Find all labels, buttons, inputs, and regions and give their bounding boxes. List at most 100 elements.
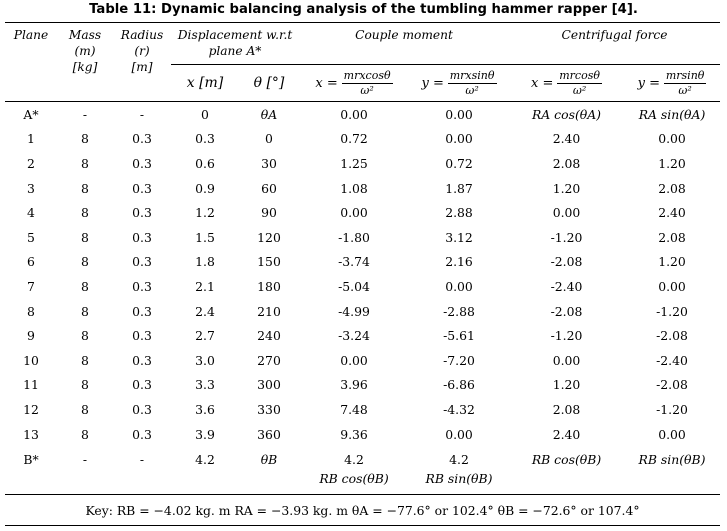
cell-plane: 7 bbox=[27, 278, 35, 294]
cell-couple-x: 4.2 RB cos(θB) bbox=[319, 452, 389, 487]
balancing-table: Plane Mass (m) [kg] Radius (r) [m] Displacem… bbox=[5, 22, 721, 527]
cell-couple-y: -7.20 bbox=[443, 352, 475, 368]
cell-force-y: RB sin(θB) bbox=[638, 452, 706, 468]
cell-couple-y: -2.88 bbox=[443, 303, 475, 319]
table-title: Table 11: Dynamic balancing analysis of … bbox=[89, 2, 638, 17]
cell-plane: 9 bbox=[27, 328, 35, 344]
table-row-b: B* - - 4.2 θB 4.2 RB cos(θB) 4.2 RB sin(θB… bbox=[5, 446, 720, 495]
cell-mass: 8 bbox=[81, 426, 89, 442]
cell-force-x: -1.20 bbox=[550, 328, 583, 344]
cell-radius: 0.3 bbox=[132, 328, 152, 344]
cell-theta: 180 bbox=[257, 278, 281, 294]
cell-force-x: 2.08 bbox=[552, 155, 581, 171]
table-row: 10 8 0.3 3.0 270 0.00 -7.20 0.00 -2.40 bbox=[5, 348, 720, 373]
cell-radius: 0.3 bbox=[132, 131, 152, 147]
cell-mass: 8 bbox=[81, 303, 89, 319]
cell-theta: 210 bbox=[257, 303, 281, 319]
cell-force-x: 2.08 bbox=[552, 401, 581, 417]
cell-mass: 8 bbox=[81, 328, 89, 344]
cell-radius: 0.3 bbox=[132, 180, 152, 196]
cell-plane: 13 bbox=[23, 426, 39, 442]
cell-plane: 10 bbox=[23, 352, 39, 368]
cell-force-x: -2.08 bbox=[550, 254, 583, 270]
cell-force-y: 1.20 bbox=[658, 254, 686, 270]
cell-force-x: RB cos(θB) bbox=[531, 452, 602, 468]
table-row: 11 8 0.3 3.3 300 3.96 -6.86 1.20 -2.08 bbox=[5, 373, 720, 398]
cell-mass: 8 bbox=[81, 254, 89, 270]
table-row: 8 8 0.3 2.4 210 -4.99 -2.88 -2.08 -1.20 bbox=[5, 299, 720, 324]
cell-mass: - bbox=[82, 452, 88, 468]
header-centrifugal-force: Centrifugal force bbox=[509, 22, 721, 65]
cell-mass: 8 bbox=[81, 155, 89, 171]
header-plane: Plane bbox=[5, 22, 57, 102]
cell-force-y: 1.20 bbox=[658, 155, 686, 171]
cell-x: 2.7 bbox=[195, 328, 215, 344]
cell-x: 0.6 bbox=[195, 155, 215, 171]
cell-x: 1.2 bbox=[195, 205, 215, 221]
cell-couple-y: -6.86 bbox=[443, 377, 475, 393]
cell-x: 3.6 bbox=[195, 401, 215, 417]
cell-couple-x: -3.24 bbox=[338, 328, 370, 344]
cell-x: 1.5 bbox=[195, 229, 215, 245]
cell-mass: 8 bbox=[81, 205, 89, 221]
cell-radius: 0.3 bbox=[132, 205, 152, 221]
cell-theta: 330 bbox=[257, 401, 281, 417]
header-force-x-formula: x = mrcosθ ω² bbox=[509, 64, 624, 102]
cell-force-y: 0.00 bbox=[658, 131, 686, 147]
cell-x: 2.1 bbox=[195, 278, 215, 294]
cell-couple-y: 3.12 bbox=[445, 229, 473, 245]
cell-radius: 0.3 bbox=[132, 377, 152, 393]
table-row: 3 8 0.3 0.9 60 1.08 1.87 1.20 2.08 bbox=[5, 176, 720, 201]
cell-couple-y: 2.88 bbox=[445, 205, 473, 221]
table-row: 1 8 0.3 0.3 0 0.72 0.00 2.40 0.00 bbox=[5, 127, 720, 152]
cell-force-x: 1.20 bbox=[552, 377, 581, 393]
cell-couple-y: -5.61 bbox=[443, 328, 475, 344]
cell-force-y: 2.40 bbox=[658, 205, 686, 221]
key-row: Key: RB = −4.02 kg. m RA = −3.93 kg. m θ… bbox=[5, 494, 721, 527]
header-couple-moment: Couple moment bbox=[299, 22, 509, 65]
cell-couple-x: 1.08 bbox=[340, 180, 368, 196]
cell-x: 2.4 bbox=[195, 303, 215, 319]
cell-radius: - bbox=[113, 100, 171, 127]
cell-mass: - bbox=[57, 100, 113, 127]
cell-theta: θB bbox=[260, 452, 278, 468]
cell-couple-y: 0.00 bbox=[445, 426, 473, 442]
cell-couple-x: -1.80 bbox=[338, 229, 370, 245]
cell-couple-x: 0.00 bbox=[340, 205, 368, 221]
cell-radius: 0.3 bbox=[132, 401, 152, 417]
cell-radius: - bbox=[139, 452, 145, 468]
cell-mass: 8 bbox=[81, 180, 89, 196]
table-row: 7 8 0.3 2.1 180 -5.04 0.00 -2.40 0.00 bbox=[5, 274, 720, 299]
cell-force-y: -2.40 bbox=[656, 352, 688, 368]
cell-x: 4.2 bbox=[195, 452, 215, 468]
cell-couple-x: 1.25 bbox=[340, 155, 368, 171]
cell-plane: 3 bbox=[27, 180, 35, 196]
cell-force-y: 2.08 bbox=[658, 229, 686, 245]
cell-force-x: -1.20 bbox=[550, 229, 583, 245]
cell-x: 0.9 bbox=[195, 180, 215, 196]
cell-force-x: 1.20 bbox=[552, 180, 581, 196]
cell-plane: 8 bbox=[27, 303, 35, 319]
cell-theta: 240 bbox=[257, 328, 281, 344]
cell-force-y: -2.08 bbox=[656, 328, 688, 344]
cell-mass: 8 bbox=[81, 131, 89, 147]
table-row: 5 8 0.3 1.5 120 -1.80 3.12 -1.20 2.08 bbox=[5, 225, 720, 250]
cell-force-x: -2.40 bbox=[550, 278, 583, 294]
cell-x: 0 bbox=[171, 100, 239, 127]
cell-radius: 0.3 bbox=[132, 303, 152, 319]
cell-radius: 0.3 bbox=[132, 426, 152, 442]
cell-couple-y: 0.00 bbox=[445, 278, 473, 294]
cell-plane: B* bbox=[23, 452, 39, 468]
cell-radius: 0.3 bbox=[132, 352, 152, 368]
cell-theta: 30 bbox=[261, 155, 277, 171]
header-couple-y-formula: y = mrxsinθ ω² bbox=[409, 64, 509, 102]
cell-couple-y: 0.72 bbox=[445, 155, 473, 171]
table-row: 2 8 0.3 0.6 30 1.25 0.72 2.08 1.20 bbox=[5, 151, 720, 176]
cell-couple-y: 1.87 bbox=[445, 180, 473, 196]
table-row: 9 8 0.3 2.7 240 -3.24 -5.61 -1.20 -2.08 bbox=[5, 323, 720, 348]
table-row: 12 8 0.3 3.6 330 7.48 -4.32 2.08 -1.20 bbox=[5, 397, 720, 422]
cell-plane: 5 bbox=[27, 229, 35, 245]
cell-theta: θA bbox=[239, 100, 299, 127]
cell-plane: 2 bbox=[27, 155, 35, 171]
